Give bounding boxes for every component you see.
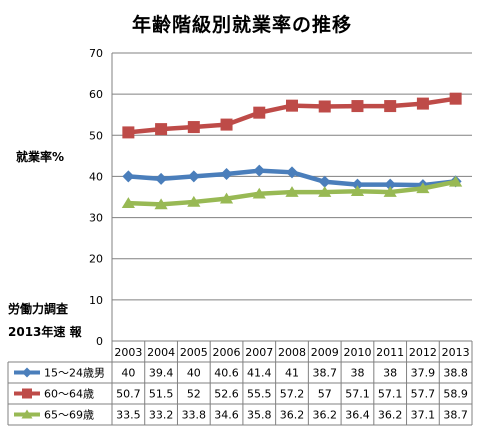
table-value: 57	[318, 388, 332, 401]
y-tick-label: 40	[89, 170, 103, 183]
x-tick-label: 2003	[114, 346, 142, 359]
data-point	[286, 99, 298, 112]
data-point	[155, 172, 168, 185]
data-point	[318, 186, 332, 197]
table-value: 36.2	[280, 409, 305, 422]
y-tick-label: 50	[89, 129, 103, 142]
data-point	[351, 178, 364, 191]
data-point	[318, 100, 331, 113]
data-point	[187, 195, 201, 207]
table-value: 38.7	[443, 409, 468, 422]
table-value: 36.4	[345, 409, 370, 422]
data-point	[220, 118, 233, 131]
table-value: 38.7	[312, 367, 337, 380]
data-point	[384, 100, 397, 113]
data-point	[252, 187, 266, 199]
table-value: 34.6	[214, 409, 239, 422]
data-point	[416, 97, 429, 110]
data-point	[219, 192, 234, 204]
table-value: 55.5	[247, 388, 272, 401]
table-value: 51.5	[149, 388, 174, 401]
x-tick-label: 2009	[311, 346, 339, 359]
table-value: 38	[350, 367, 364, 380]
data-point	[285, 186, 299, 197]
x-tick-label: 2011	[376, 346, 404, 359]
x-tick-label: 2007	[245, 346, 273, 359]
table-value: 41	[285, 367, 299, 380]
data-point	[154, 198, 168, 210]
table-value: 40.6	[214, 367, 239, 380]
y-tick-label: 20	[89, 253, 103, 266]
legend-marker	[22, 367, 32, 378]
data-point	[253, 164, 266, 177]
table-value: 57.2	[280, 388, 305, 401]
legend-marker	[21, 409, 33, 419]
data-point	[187, 121, 200, 134]
table-value: 36.2	[312, 409, 337, 422]
data-point	[449, 92, 462, 105]
table-value: 50.7	[116, 388, 141, 401]
table-value: 52.6	[214, 388, 239, 401]
table-value: 33.8	[182, 409, 207, 422]
data-point	[286, 166, 298, 179]
data-point	[350, 185, 365, 197]
y-tick-label: 30	[89, 212, 103, 225]
legend-marker	[22, 388, 32, 399]
y-tick-label: 0	[96, 335, 103, 348]
data-point	[449, 175, 463, 187]
legend-label: 15〜24歳男	[44, 367, 105, 380]
data-point	[187, 170, 200, 183]
table-value: 52	[187, 388, 201, 401]
y-tick-label: 10	[89, 294, 103, 307]
x-tick-label: 2008	[278, 346, 306, 359]
table-value: 37.1	[411, 409, 436, 422]
table-value: 58.9	[443, 388, 468, 401]
table-value: 40	[121, 367, 135, 380]
table-value: 36.2	[378, 409, 403, 422]
x-tick-label: 2010	[343, 346, 371, 359]
source-label: 労働力調査	[8, 302, 69, 316]
data-point	[416, 182, 430, 194]
table-value: 37.9	[411, 367, 436, 380]
data-point	[253, 106, 266, 119]
table-value: 57.7	[411, 388, 436, 401]
x-tick-label: 2006	[213, 346, 241, 359]
data-point	[383, 186, 397, 197]
x-tick-label: 2004	[147, 346, 175, 359]
table-value: 40	[187, 367, 201, 380]
data-point	[384, 178, 397, 191]
chart-title: 年齢階級別就業率の推移	[131, 14, 352, 36]
table-value: 39.4	[149, 367, 174, 380]
y-tick-label: 70	[89, 47, 103, 60]
legend-label: 60〜64歳	[44, 388, 94, 401]
table-value: 33.5	[116, 409, 141, 422]
legend-label: 65〜69歳	[44, 409, 94, 422]
y-axis-label: 就業率%	[16, 150, 65, 164]
source-date-label: 2013年速 報	[8, 325, 82, 339]
table-value: 57.1	[378, 388, 403, 401]
data-point	[121, 197, 135, 208]
data-point	[122, 170, 135, 183]
x-tick-label: 2012	[409, 346, 437, 359]
y-tick-label: 60	[89, 88, 103, 101]
table-value: 33.2	[149, 409, 174, 422]
data-point	[122, 126, 135, 139]
data-point	[351, 100, 364, 113]
table-value: 38.8	[443, 367, 468, 380]
x-tick-label: 2005	[180, 346, 208, 359]
data-point	[318, 175, 331, 188]
table-value: 57.1	[345, 388, 370, 401]
x-tick-label: 2013	[442, 346, 470, 359]
data-point	[155, 123, 168, 136]
table-value: 41.4	[247, 367, 272, 380]
table-value: 38	[383, 367, 397, 380]
table-value: 35.8	[247, 409, 272, 422]
data-point	[220, 167, 233, 180]
